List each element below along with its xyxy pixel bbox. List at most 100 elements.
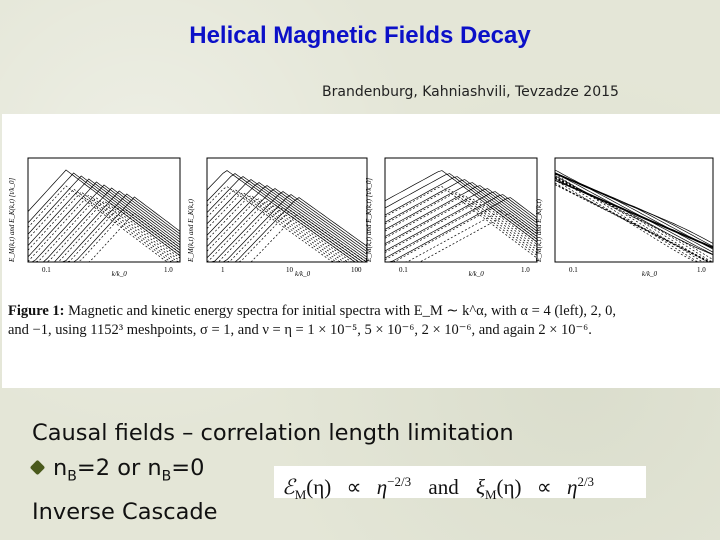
spectrum-curve [206, 192, 367, 263]
nb-text-3: =0 [171, 455, 205, 481]
eq-exp-1: −2/3 [387, 474, 412, 489]
eq-prop-2: ∝ [536, 475, 552, 499]
eq-xi-symbol: ξ [475, 475, 485, 499]
spectrum-curve [207, 213, 368, 263]
spectrum-curve [206, 185, 368, 258]
nb-text-2: =2 or n [76, 455, 162, 481]
y-axis-label: E_M(k,t) and E_K(k,t) [187, 198, 195, 263]
spectrum-curve [384, 170, 538, 243]
spectrum-curve [27, 191, 180, 263]
eq-prop-1: ∝ [346, 475, 362, 499]
spectrum-curve [28, 200, 181, 263]
eq-eta-1: η [376, 475, 388, 499]
spectrum-curve [207, 194, 368, 263]
caption-line-1: Magnetic and kinetic energy spectra for … [68, 303, 616, 319]
x-tick-label: 1.0 [164, 266, 173, 274]
spectrum-curve [206, 195, 367, 263]
spectrum-curve [28, 184, 181, 263]
spectrum-curve [554, 180, 714, 255]
spectrum-curve [384, 182, 538, 232]
x-tick-label: 100 [351, 266, 362, 274]
body-text: Causal fields – correlation length limit… [29, 416, 514, 530]
spectrum-curve [27, 169, 181, 257]
spectrum-curve [27, 194, 181, 263]
spectrum-curve [207, 204, 367, 263]
caption-line-2: and −1, using 1152³ meshpoints, σ = 1, a… [8, 322, 592, 338]
spectrum-curve [384, 189, 538, 256]
spectrum-curve [206, 179, 368, 263]
x-tick-label: 1.0 [521, 266, 530, 274]
spectrum-curve [207, 191, 368, 263]
eq-xi-arg: (η) [496, 475, 522, 499]
x-axis-label: k/k_0 [295, 270, 311, 278]
body-line-causal: Causal fields – correlation length limit… [32, 420, 514, 446]
figure-image: 0.1 1.0 k/k_0 E_M(k,t) and E_K(k,t) [t/k_0]… [2, 114, 720, 388]
spectrum-curve [384, 179, 538, 235]
eq-energy-arg: (η) [306, 475, 332, 499]
spectrum-curve [27, 185, 180, 263]
spectrum-curve [554, 179, 714, 256]
spectrum-curve [206, 176, 367, 263]
x-tick-label: 10 [286, 266, 294, 274]
spectrum-curve [385, 197, 538, 263]
x-tick-label: 0.1 [569, 266, 578, 274]
spectrum-curve [554, 175, 714, 250]
spectrum-curve [207, 197, 368, 263]
spectrum-curve [206, 189, 367, 263]
spectrum-curve [554, 179, 713, 263]
spectra-plots: 0.1 1.0 k/k_0 E_M(k,t) and E_K(k,t) [t/k_0]… [8, 157, 714, 278]
eq-exp-2: 2/3 [577, 474, 595, 489]
spectrum-curve [554, 182, 713, 263]
spectrum-curve [28, 190, 181, 263]
spectrum-curve [385, 210, 538, 263]
spectrum-curve [384, 186, 538, 259]
spectrum-curve [384, 185, 538, 237]
eq-eta-2: η [567, 475, 578, 499]
spectrum-curve [554, 173, 714, 260]
x-axis-label: k/k_0 [469, 270, 485, 278]
diamond-bullet-icon [29, 459, 46, 476]
spectrum-curve [554, 176, 714, 263]
spectrum-curve [384, 191, 538, 252]
spectrum-curve [27, 181, 181, 258]
body-line-cascade: Inverse Cascade [32, 498, 218, 525]
spectrum-curve [206, 186, 367, 263]
scaling-equation: ℰM(η) ∝ η−2/3 and ξM(η) ∝ η2/3 [274, 466, 646, 502]
spectrum-curve [384, 194, 538, 259]
spectrum-curve [554, 184, 713, 263]
spectrum-curve [28, 197, 181, 263]
spectrum-curve [28, 206, 181, 263]
spectrum-curve [28, 212, 181, 263]
panel-frame [206, 157, 368, 263]
spectrum-curve [206, 201, 367, 263]
y-axis-label: E_M(k,t) and E_K(k,t) [t/k_0] [365, 178, 373, 263]
panel-frame [27, 157, 181, 263]
spectrum-curve [27, 178, 181, 248]
panel-frame [384, 157, 538, 263]
spectrum-curve [554, 172, 714, 248]
figure-caption: Figure 1: Magnetic and kinetic energy sp… [8, 302, 718, 340]
body-line-nb: nB=2 or nB=0 [29, 451, 514, 495]
spectrum-curve [554, 172, 714, 247]
spectrum-curve [554, 184, 713, 263]
x-tick-label: 1.0 [697, 266, 706, 274]
spectrum-curve [384, 201, 538, 253]
nb-sub-1: B [67, 468, 77, 485]
spectrum-curve [384, 188, 538, 245]
spectrum-curve [384, 204, 538, 261]
slide-title: Helical Magnetic Fields Decay [189, 22, 531, 49]
spectrum-curve [384, 195, 538, 251]
eq-xi-sub: M [484, 487, 497, 503]
spectrum-curve [206, 182, 368, 261]
spectrum-curve [207, 207, 367, 263]
x-tick-label: 1 [221, 266, 225, 274]
caption-label: Figure 1: [8, 303, 65, 319]
panel-frame [554, 157, 714, 263]
eq-energy-symbol: ℰ [282, 475, 295, 499]
x-tick-label: 0.1 [42, 266, 51, 274]
spectrum-curve [385, 207, 538, 263]
spectrum-curve [207, 210, 367, 263]
spectrum-curve [384, 176, 538, 237]
y-axis-label: E_M(k,t) and E_K(k,t) [535, 198, 543, 263]
spectrum-curve [384, 173, 538, 240]
